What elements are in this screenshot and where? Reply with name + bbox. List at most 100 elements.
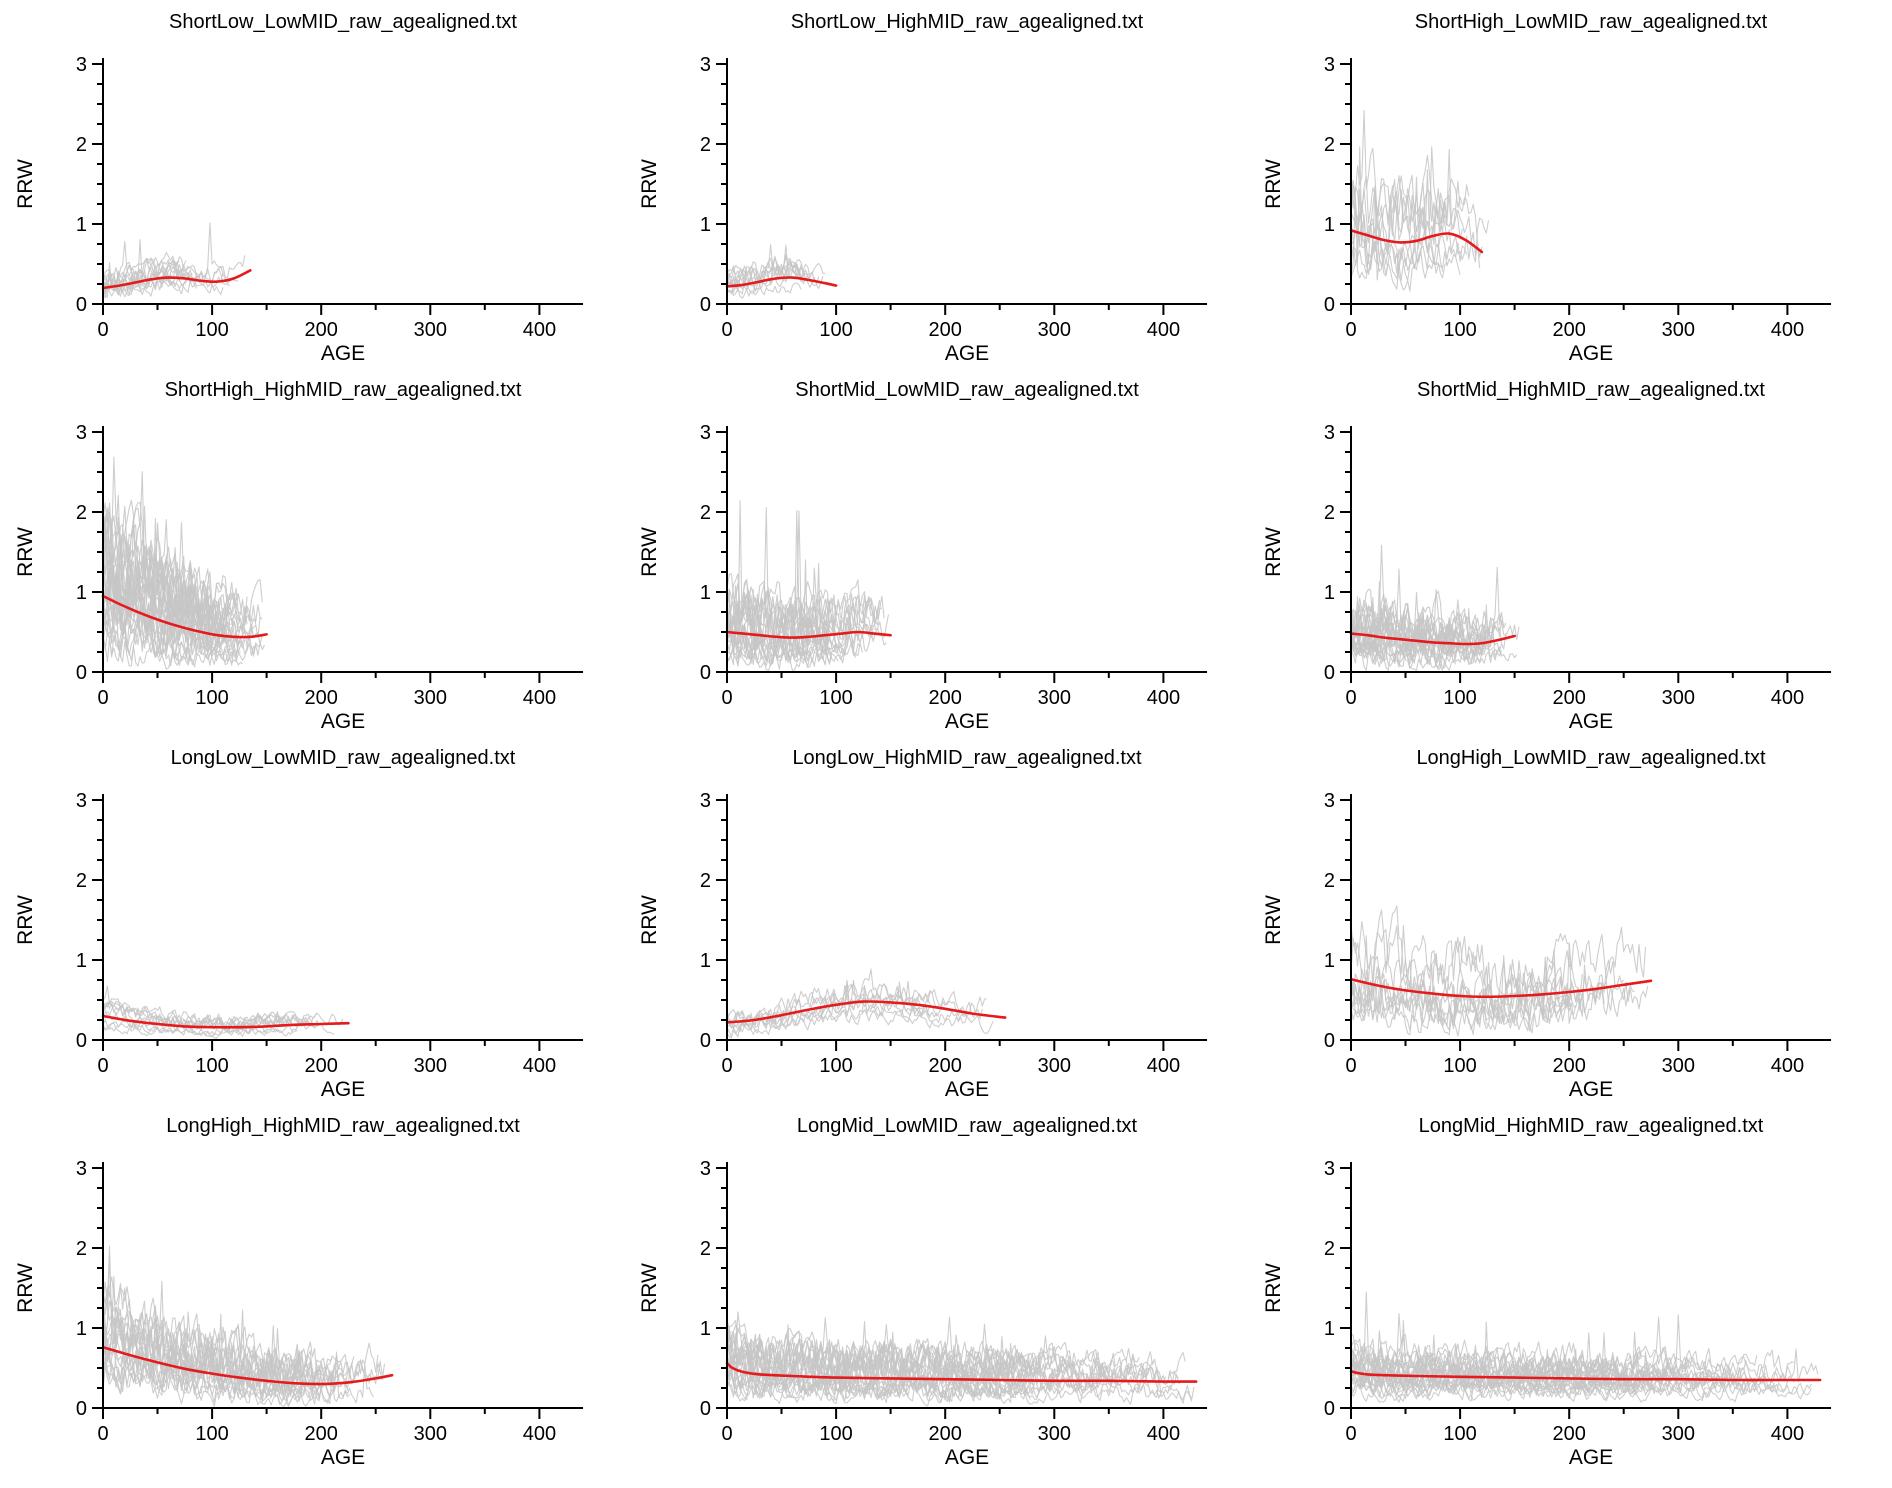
x-axis-label: AGE: [321, 710, 365, 732]
chart-title: LongLow_HighMID_raw_agealigned.txt: [792, 747, 1142, 769]
y-tick-label: 1: [1324, 582, 1335, 604]
y-tick-label: 0: [1324, 662, 1335, 684]
y-tick-label: 1: [1324, 1318, 1335, 1340]
x-tick-label: 0: [721, 1423, 732, 1445]
axis-text: 0 1 2 3 0 100 200 300 400 AGE RRW: [638, 54, 1180, 364]
raw-series-line: [1351, 1378, 1812, 1403]
y-tick-label: 2: [1324, 502, 1335, 524]
y-tick-label: 3: [76, 422, 87, 444]
y-tick-label: 2: [700, 134, 711, 156]
x-tick-label: 200: [929, 687, 962, 709]
y-axis-label: RRW: [14, 895, 37, 945]
x-tick-label: 100: [1443, 1055, 1476, 1077]
raw-series-lines: [103, 1245, 386, 1407]
axis-text: 0 1 2 3 0 100 200 300 400 AGE RRW: [1262, 422, 1804, 732]
y-tick-label: 3: [76, 54, 87, 76]
raw-series-line: [727, 979, 983, 1034]
raw-series-line: [727, 1364, 1031, 1405]
raw-series-line: [1351, 1291, 1758, 1383]
axes: [716, 1162, 1207, 1419]
axes: [1340, 1162, 1831, 1419]
raw-series-line: [1351, 980, 1577, 1037]
x-axis-label: AGE: [321, 342, 365, 364]
raw-series-lines: [727, 1311, 1195, 1407]
x-tick-label: 200: [305, 1423, 338, 1445]
y-tick-label: 3: [700, 790, 711, 812]
x-tick-label: 100: [195, 1055, 228, 1077]
x-tick-label: 100: [195, 319, 228, 341]
x-tick-label: 100: [1443, 687, 1476, 709]
y-axis-label: RRW: [14, 159, 37, 209]
axis-text: 0 1 2 3 0 100 200 300 400 AGE RRW: [1262, 1158, 1804, 1468]
chart-title: LongHigh_LowMID_raw_agealigned.txt: [1416, 747, 1766, 769]
axis-text: 0 1 2 3 0 100 200 300 400 AGE RRW: [638, 790, 1180, 1100]
y-tick-label: 1: [1324, 950, 1335, 972]
y-tick-label: 2: [700, 1238, 711, 1260]
chart-title: LongHigh_HighMID_raw_agealigned.txt: [166, 1115, 520, 1137]
axes: [92, 1162, 583, 1419]
chart-title: LongMid_HighMID_raw_agealigned.txt: [1418, 1115, 1764, 1137]
x-tick-label: 0: [97, 319, 108, 341]
y-axis-label: RRW: [638, 527, 661, 577]
y-tick-label: 3: [700, 1158, 711, 1180]
y-tick-label: 0: [1324, 1030, 1335, 1052]
x-tick-label: 0: [97, 687, 108, 709]
smooth-line: [101, 1014, 350, 1029]
raw-series-line: [1351, 935, 1605, 1031]
y-tick-label: 0: [1324, 1398, 1335, 1420]
raw-series-line: [103, 256, 239, 294]
smooth-line: [101, 594, 268, 639]
axes: [716, 426, 1207, 683]
raw-series-line: [1351, 1376, 1640, 1403]
x-axis-label: AGE: [1569, 1078, 1613, 1100]
x-tick-label: 100: [195, 687, 228, 709]
x-tick-label: 100: [819, 319, 852, 341]
raw-series-line: [727, 567, 885, 645]
raw-series-line: [1351, 171, 1448, 249]
chart-title: LongMid_LowMID_raw_agealigned.txt: [796, 1115, 1138, 1137]
x-tick-label: 200: [305, 1055, 338, 1077]
x-tick-label: 400: [1147, 319, 1180, 341]
y-tick-label: 3: [1324, 422, 1335, 444]
x-tick-label: 0: [721, 319, 732, 341]
chart-panel-shortmid-highmid: ShortMid_HighMID_raw_agealigned.txt 0 1 2 3…: [1256, 378, 1856, 732]
x-tick-label: 0: [1345, 1423, 1356, 1445]
axes: [716, 58, 1207, 315]
raw-series-line: [727, 580, 857, 643]
y-tick-label: 0: [1324, 294, 1335, 316]
y-tick-label: 0: [76, 1030, 87, 1052]
raw-series-line: [103, 1019, 270, 1038]
y-tick-label: 2: [76, 1238, 87, 1260]
y-axis-label: RRW: [1262, 159, 1285, 209]
x-tick-label: 400: [1147, 687, 1180, 709]
chart-plot: 0 1 2 3 0 100 200 300 400 AGE RRW: [638, 422, 1207, 732]
y-tick-label: 3: [76, 790, 87, 812]
chart-plot: 0 1 2 3 0 100 200 300 400 AGE RRW: [1262, 54, 1831, 364]
x-tick-label: 300: [414, 687, 447, 709]
y-tick-label: 1: [76, 582, 87, 604]
raw-series-lines: [727, 500, 890, 671]
raw-series-line: [1351, 608, 1502, 667]
x-tick-label: 100: [1443, 319, 1476, 341]
y-tick-label: 3: [1324, 790, 1335, 812]
y-tick-label: 3: [700, 422, 711, 444]
y-tick-label: 0: [700, 662, 711, 684]
raw-series-line: [727, 1009, 994, 1038]
x-tick-label: 0: [1345, 319, 1356, 341]
x-tick-label: 200: [929, 1423, 962, 1445]
chart-plot: 0 1 2 3 0 100 200 300 400 AGE RRW: [14, 1158, 583, 1468]
y-tick-label: 1: [76, 214, 87, 236]
x-tick-label: 400: [1771, 1423, 1804, 1445]
chart-panel-longlow-lowmid: LongLow_LowMID_raw_agealigned.txt 0 1 2 3 0 1…: [8, 746, 608, 1100]
y-tick-label: 0: [700, 1030, 711, 1052]
smooth-line: [725, 276, 838, 288]
x-tick-label: 100: [819, 1423, 852, 1445]
x-tick-label: 100: [819, 1055, 852, 1077]
y-tick-label: 0: [700, 1398, 711, 1420]
axes: [92, 426, 583, 683]
chart-title: ShortLow_HighMID_raw_agealigned.txt: [790, 11, 1144, 33]
y-axis-label: RRW: [1262, 1263, 1285, 1313]
